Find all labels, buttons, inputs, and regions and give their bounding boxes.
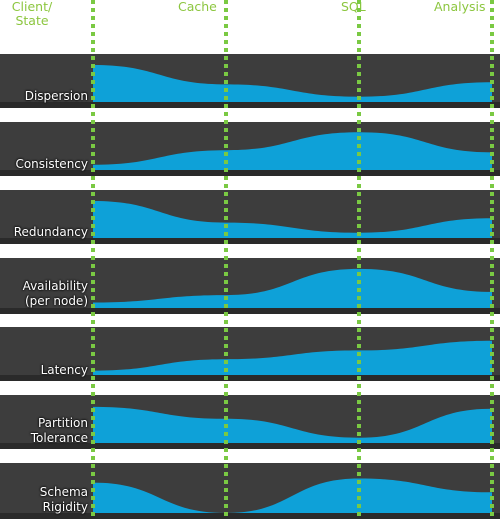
- band-label-latency: Latency: [40, 363, 88, 377]
- column-label-sql: SQL: [341, 0, 366, 14]
- band-baseline: [0, 375, 500, 381]
- band-label-partition-tolerance: Partition Tolerance: [30, 416, 88, 445]
- column-label-cache: Cache: [178, 0, 217, 14]
- latency-curve-area: [0, 340, 500, 381]
- band-baseline: [0, 443, 500, 449]
- availability-curve-area: [0, 268, 500, 314]
- band-baseline: [0, 170, 500, 176]
- band-label-dispersion: Dispersion: [24, 89, 88, 103]
- band-schema-rigidity: Schema Rigidity: [0, 463, 500, 519]
- curve-area: [93, 65, 492, 102]
- curve-area: [93, 132, 492, 170]
- band-baseline: [0, 308, 500, 314]
- band-label-schema-rigidity: Schema Rigidity: [39, 485, 88, 514]
- band-redundancy: Redundancy: [0, 190, 500, 244]
- consistency-curve-area: [0, 132, 500, 176]
- curve-area: [93, 340, 492, 375]
- curve-area: [93, 268, 492, 308]
- band-consistency: Consistency: [0, 122, 500, 176]
- redundancy-curve-area: [0, 201, 500, 244]
- column-label-client-state: Client/ State: [11, 0, 53, 28]
- band-availability: Availability (per node): [0, 258, 500, 314]
- band-label-availability: Availability (per node): [22, 279, 88, 308]
- band-dispersion: Dispersion: [0, 54, 500, 108]
- band-partition-tolerance: Partition Tolerance: [0, 395, 500, 449]
- band-baseline: [0, 238, 500, 244]
- column-label-analysis: Analysis: [434, 0, 486, 14]
- band-latency: Latency: [0, 327, 500, 381]
- band-label-consistency: Consistency: [15, 157, 88, 171]
- dispersion-curve-area: [0, 65, 500, 108]
- band-baseline: [0, 102, 500, 108]
- partition-tolerance-curve-area: [0, 406, 500, 449]
- band-baseline: [0, 513, 500, 519]
- band-label-redundancy: Redundancy: [13, 225, 88, 239]
- curve-area: [93, 201, 492, 238]
- curve-area: [93, 406, 492, 443]
- curve-area: [93, 478, 492, 513]
- schema-rigidity-curve-area: [0, 478, 500, 519]
